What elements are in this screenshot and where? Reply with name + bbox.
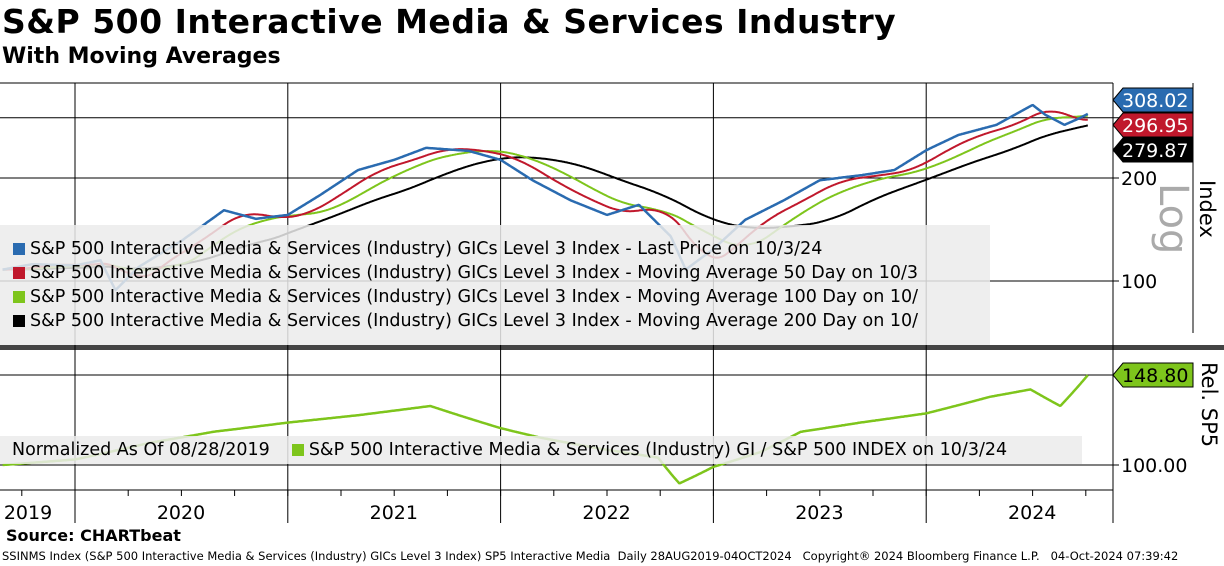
price-value-tag: 308.02 bbox=[1112, 87, 1194, 113]
legend-label: S&P 500 Interactive Media & Services (In… bbox=[30, 311, 919, 331]
legend-label: S&P 500 Interactive Media & Services (In… bbox=[30, 239, 823, 259]
y-axis-title: Rel. SP5 bbox=[1197, 362, 1221, 447]
relative-line bbox=[2, 374, 1089, 485]
value-tag-bg bbox=[1112, 137, 1194, 163]
legend-swatch bbox=[13, 315, 25, 327]
footer-info: SSINMS Index (S&P 500 Interactive Media … bbox=[2, 549, 1179, 563]
x-tick-label: 2023 bbox=[795, 502, 843, 524]
x-tick-label: 2019 bbox=[4, 502, 52, 524]
top-legend: S&P 500 Interactive Media & Services (In… bbox=[0, 225, 990, 345]
normalized-label: Normalized As Of 08/28/2019 bbox=[12, 440, 270, 460]
value-tag-text: 296.95 bbox=[1122, 115, 1188, 137]
value-tag-text: 279.87 bbox=[1122, 140, 1188, 162]
legend-swatch bbox=[13, 267, 25, 279]
legend-label: S&P 500 Interactive Media & Services (In… bbox=[30, 287, 919, 307]
value-tag-text: 148.80 bbox=[1122, 365, 1188, 387]
legend-item-price: S&P 500 Interactive Media & Services (In… bbox=[0, 237, 990, 261]
legend-item-ma50: S&P 500 Interactive Media & Services (In… bbox=[0, 261, 990, 285]
x-tick-label: 2020 bbox=[157, 502, 205, 524]
value-tag-bg bbox=[1112, 362, 1194, 388]
value-tag-bg bbox=[1112, 112, 1194, 138]
y-tick-label: 200 bbox=[1121, 168, 1157, 190]
legend-swatch bbox=[291, 444, 304, 456]
legend-swatch bbox=[13, 243, 25, 255]
chart-title: S&P 500 Interactive Media & Services Ind… bbox=[2, 2, 897, 41]
legend-label: S&P 500 Interactive Media & Services (In… bbox=[30, 263, 919, 283]
log-scale-label: Log bbox=[1150, 183, 1196, 254]
legend-swatch bbox=[13, 291, 25, 303]
ma50-value-tag: 296.95 bbox=[1112, 112, 1194, 138]
relative-value-tag: 148.80 bbox=[1112, 362, 1194, 388]
ma200-value-tag: 279.87 bbox=[1112, 137, 1194, 163]
x-tick-label: 2021 bbox=[370, 502, 418, 524]
legend-item-ma100: S&P 500 Interactive Media & Services (In… bbox=[0, 285, 990, 309]
chart-subtitle: With Moving Averages bbox=[2, 44, 281, 69]
y-axis-title: Index bbox=[1195, 180, 1219, 238]
bottom-legend: Normalized As Of 08/28/2019 S&P 500 Inter… bbox=[0, 436, 1082, 464]
panel-divider bbox=[0, 345, 1224, 350]
y-tick-label: 100 bbox=[1121, 271, 1157, 293]
x-tick-label: 2024 bbox=[1008, 502, 1056, 524]
value-tag-text: 308.02 bbox=[1122, 90, 1188, 112]
legend-item-ma200: S&P 500 Interactive Media & Services (In… bbox=[0, 309, 990, 333]
value-tag-bg bbox=[1112, 87, 1194, 113]
x-tick-label: 2022 bbox=[582, 502, 630, 524]
y-tick-label: 100.00 bbox=[1121, 455, 1187, 477]
source-label: Source: CHARTbeat bbox=[6, 526, 181, 545]
legend-label: S&P 500 Interactive Media & Services (In… bbox=[308, 440, 1008, 460]
